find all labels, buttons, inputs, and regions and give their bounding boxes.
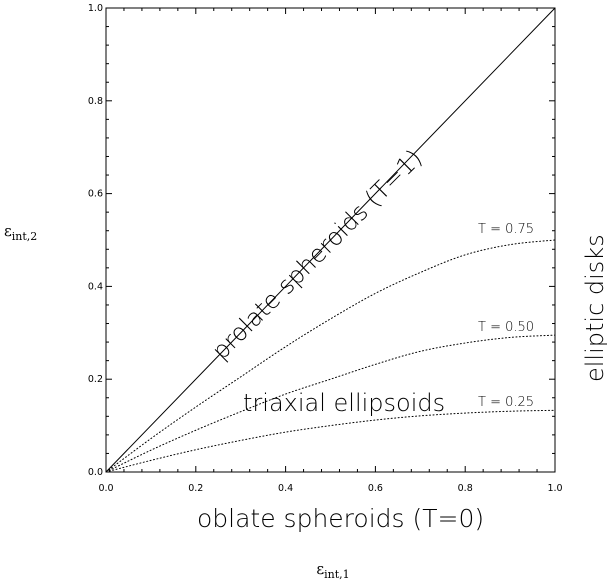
y-axis-label-symbol: ε — [4, 222, 12, 240]
series-group — [105, 7, 556, 473]
y-axis-ticks: 0.0 0.2 0.4 0.6 0.8 1.0 — [88, 3, 555, 478]
annotation-prolate: prolate spheroids (T=1) — [206, 144, 427, 365]
label-t050: T = 0.50 — [478, 320, 534, 335]
y-axis-label-subscript: int,2 — [12, 230, 38, 243]
label-t075: T = 0.75 — [478, 222, 534, 237]
series-line-1 — [105, 239, 556, 473]
series-line-3 — [105, 409, 556, 473]
x-tick-label: 0.4 — [278, 483, 293, 494]
x-axis-label-subscript: int,1 — [324, 568, 350, 581]
annotation-oblate: oblate spheroids (T=0) — [197, 504, 484, 533]
y-tick-label: 1.0 — [88, 3, 103, 14]
x-axis-ticks: 0.0 0.2 0.4 0.6 0.8 1.0 — [98, 8, 563, 494]
label-t025: T = 0.25 — [478, 395, 534, 410]
y-tick-label: 0.6 — [88, 189, 103, 200]
annotation-triaxial: triaxial ellipsoids — [243, 389, 445, 417]
y-axis-label: εint,2 — [4, 222, 37, 243]
x-tick-label: 0.8 — [458, 483, 473, 494]
y-tick-label: 0.4 — [88, 281, 103, 292]
x-axis-label-symbol: ε — [316, 560, 324, 578]
x-tick-label: 0.0 — [98, 483, 113, 494]
x-tick-label: 1.0 — [547, 483, 562, 494]
x-tick-label: 0.2 — [188, 483, 203, 494]
y-tick-label: 0.8 — [88, 96, 103, 107]
y-tick-label: 0.2 — [88, 374, 103, 385]
y-tick-label: 0.0 — [88, 467, 103, 478]
x-axis-label: εint,1 — [316, 560, 349, 581]
annotation-elliptic: elliptic disks — [581, 234, 607, 382]
series-line-0 — [105, 7, 556, 473]
series-line-2 — [105, 334, 556, 473]
x-tick-label: 0.6 — [368, 483, 383, 494]
